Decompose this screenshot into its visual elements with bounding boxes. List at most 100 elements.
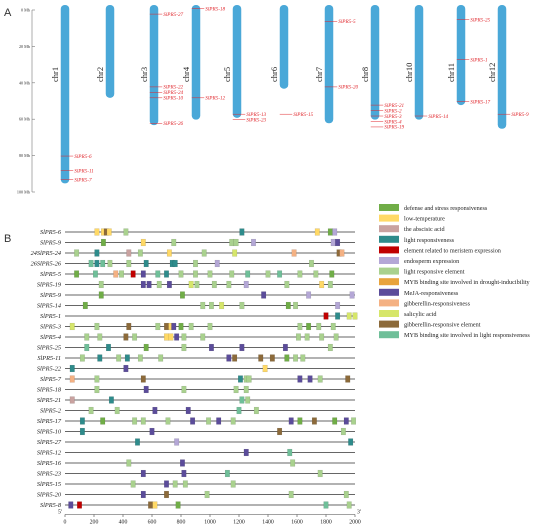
legend-swatch <box>379 310 399 317</box>
gene-locus-label: SlPR5-26 <box>163 121 183 127</box>
cis-element-box <box>181 385 187 394</box>
cis-element-box <box>171 322 177 331</box>
gene-locus-label: SlPR5-22 <box>163 85 183 91</box>
legend-label: defense and stress responsiveness <box>404 205 488 212</box>
cis-element-box <box>230 417 236 425</box>
gene-track-name: SlPR5-5 <box>40 271 61 278</box>
cis-element-box <box>233 238 239 247</box>
cis-element-box <box>126 259 132 268</box>
cis-element-box <box>214 259 220 268</box>
cis-element-box <box>132 333 138 341</box>
cis-element-box <box>123 364 129 373</box>
chromosome-bar <box>232 5 242 118</box>
mb-axis-tick-label: 80 Mb <box>19 153 30 158</box>
cis-element-box <box>349 291 355 299</box>
cis-element-box <box>94 249 100 257</box>
cis-element-box <box>239 343 245 352</box>
cis-element-box <box>172 259 178 268</box>
cis-element-box <box>290 459 296 467</box>
gene-locus-label: SlPR5-27 <box>163 12 183 18</box>
cis-element-box <box>137 249 143 257</box>
cis-element-box <box>207 322 213 331</box>
cis-element-box <box>158 354 164 362</box>
gene-track-name: SlPR5-3 <box>40 324 61 331</box>
gene-track-name: SlPR5-21 <box>37 397 61 404</box>
cis-element-box <box>319 280 325 289</box>
cis-element-box <box>156 280 162 289</box>
legend-swatch <box>379 299 399 307</box>
cis-element-box <box>243 448 249 457</box>
cis-element-box <box>282 343 288 352</box>
cis-element-box <box>253 406 259 415</box>
cis-element-box <box>97 354 103 362</box>
cis-element-box <box>107 259 113 268</box>
cis-element-box <box>243 280 249 289</box>
cis-element-box <box>335 301 341 310</box>
legend-swatch <box>379 214 399 222</box>
cis-element-box <box>284 280 290 289</box>
cis-element-box <box>339 249 345 257</box>
cis-element-box <box>245 396 251 404</box>
gene-locus-label: SlPR5-11 <box>74 168 94 174</box>
cis-element-box <box>246 375 252 383</box>
cis-element-box <box>126 322 132 331</box>
cis-element-box <box>345 375 351 383</box>
cis-element-box <box>269 354 275 362</box>
cis-element-box <box>237 375 243 383</box>
chromosome-label: chr3 <box>139 67 149 82</box>
gene-track-name: SlPR5-12 <box>37 450 62 457</box>
mb-axis-tick-label: 20 Mb <box>19 44 30 49</box>
five-prime-label: 5' <box>58 510 62 516</box>
chromosome-bar <box>370 5 380 120</box>
cis-element-box <box>317 375 323 383</box>
cis-element-box <box>94 385 100 394</box>
cis-element-box <box>204 490 210 499</box>
legend-label: gibberellin-responsive element <box>404 322 481 329</box>
element-legend: defense and stress responsiveness low-tem… <box>379 204 531 339</box>
cis-element-box <box>201 249 207 257</box>
chromosome-bar <box>191 5 201 120</box>
cis-element-box <box>79 417 85 425</box>
cis-element-box <box>82 301 88 310</box>
cis-element-box <box>258 354 264 362</box>
promoter-elements-panel: B SlPR5-6SlPR5-924SlPR5-2426SlPR5-26SlPR… <box>4 204 531 526</box>
gene-track-name: SlPR5-23 <box>37 471 61 478</box>
position-axis-tick-label: 1000 <box>204 520 216 526</box>
position-axis-tick-label: 2000 <box>349 520 361 526</box>
cis-element-box <box>123 228 129 236</box>
chromosome-bar <box>149 5 159 126</box>
cis-element-box <box>330 322 336 331</box>
legend-label: low-temperature <box>404 216 445 223</box>
cis-element-box <box>230 480 236 488</box>
cis-element-box <box>226 280 232 289</box>
cis-element-box <box>119 270 124 278</box>
cis-element-box <box>113 270 119 278</box>
cis-element-box <box>323 312 329 320</box>
legend-label: light responsiveness <box>404 237 455 244</box>
cis-element-box <box>140 238 146 247</box>
megabase-axis: 0 Mb 20 Mb 40 Mb 60 Mb 80 Mb 100 Mb <box>17 8 35 195</box>
cis-element-box <box>208 301 214 310</box>
cis-element-box <box>88 259 94 268</box>
cis-element-box <box>194 280 200 289</box>
gene-locus-label: SlPR5-6 <box>74 154 92 160</box>
cis-element-box <box>352 312 358 320</box>
cis-element-box <box>333 333 339 341</box>
cis-element-box <box>188 280 194 289</box>
cis-element-box <box>340 427 346 436</box>
cis-element-box <box>319 333 325 341</box>
legend-swatch <box>379 235 399 243</box>
cis-element-box <box>164 270 169 278</box>
chromosome-label: chr10 <box>404 63 414 82</box>
chromosome-label: chr12 <box>487 63 497 82</box>
cis-element-box <box>181 343 187 352</box>
legend-label: element related to meristem expression <box>404 247 501 254</box>
gene-track-name: SlPR5-20 <box>37 492 62 499</box>
chromosome-bar <box>324 5 334 124</box>
cis-element-box <box>295 333 301 341</box>
gene-track-name: SlPR5-9 <box>40 292 62 299</box>
cis-element-box <box>200 333 206 341</box>
cis-element-box <box>330 238 336 247</box>
cis-element-box <box>317 469 323 478</box>
gene-locus-label: SlPR5-18 <box>205 6 225 12</box>
